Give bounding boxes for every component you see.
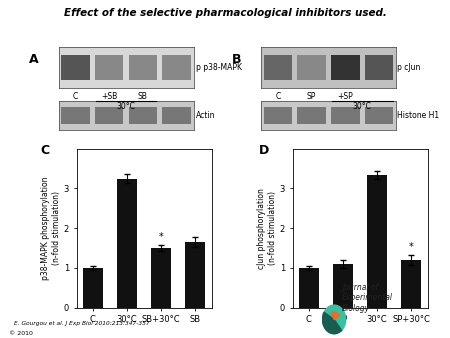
Y-axis label: cJun phosphorylation
(n-fold stimulation): cJun phosphorylation (n-fold stimulation… (257, 188, 277, 269)
Bar (162, 55, 191, 80)
Bar (297, 107, 326, 124)
Text: Histone H1: Histone H1 (397, 111, 439, 120)
Text: 30°C: 30°C (353, 102, 372, 111)
Y-axis label: p38-MAPK phosphorylation
(n-fold stimulation): p38-MAPK phosphorylation (n-fold stimula… (41, 176, 61, 280)
Bar (331, 55, 360, 80)
Text: Effect of the selective pharmacological inhibitors used.: Effect of the selective pharmacological … (63, 8, 387, 19)
Bar (129, 107, 157, 124)
Bar (365, 55, 393, 80)
Text: +SB: +SB (101, 92, 117, 101)
Text: B: B (231, 53, 241, 66)
Text: D: D (259, 144, 269, 156)
Bar (95, 107, 123, 124)
Bar (331, 107, 360, 124)
Text: Actin: Actin (196, 111, 215, 120)
Bar (162, 107, 191, 124)
Bar (365, 107, 393, 124)
Bar (401, 260, 421, 308)
Text: *: * (409, 242, 414, 252)
Text: © 2010: © 2010 (9, 331, 33, 336)
Text: C: C (73, 92, 78, 101)
Text: SB: SB (138, 92, 148, 101)
Text: p cJun: p cJun (397, 63, 420, 72)
Wedge shape (331, 312, 339, 319)
Bar (117, 178, 137, 308)
Text: *: * (159, 232, 163, 242)
Text: p p38-MAPK: p p38-MAPK (196, 63, 242, 72)
Bar (129, 55, 157, 80)
Bar (61, 107, 90, 124)
Bar (297, 55, 326, 80)
Text: C: C (40, 144, 50, 156)
Text: Journal of
Experimental
Biology: Journal of Experimental Biology (342, 283, 393, 313)
Bar (151, 248, 171, 308)
Bar (61, 55, 90, 80)
Bar (95, 55, 123, 80)
Bar (264, 55, 292, 80)
Wedge shape (323, 312, 342, 334)
Text: C: C (275, 92, 280, 101)
Bar (299, 268, 319, 308)
Text: A: A (29, 53, 39, 66)
Text: +SP: +SP (338, 92, 353, 101)
Bar (83, 268, 103, 308)
Text: E. Gourgou et al. J Exp Biol 2010;213:347-357: E. Gourgou et al. J Exp Biol 2010;213:34… (14, 321, 149, 326)
Bar (367, 174, 387, 308)
Circle shape (323, 305, 346, 334)
Text: SP: SP (307, 92, 316, 101)
Bar (333, 264, 353, 308)
Bar (264, 107, 292, 124)
Text: 30°C: 30°C (117, 102, 135, 111)
Bar (185, 242, 205, 308)
